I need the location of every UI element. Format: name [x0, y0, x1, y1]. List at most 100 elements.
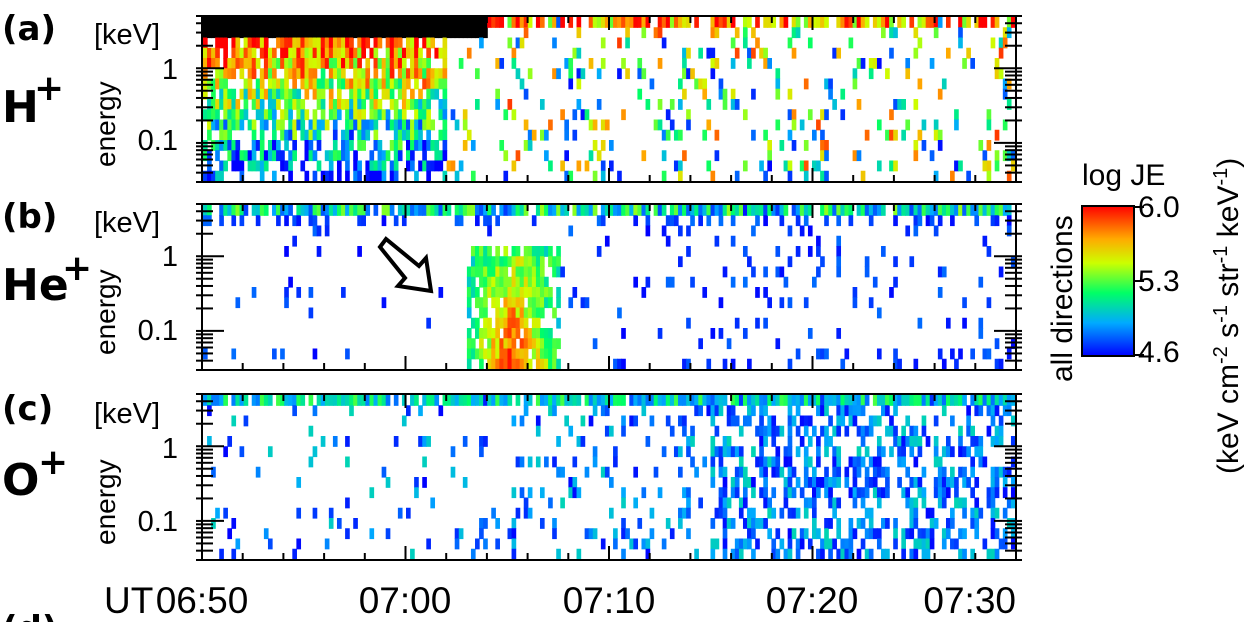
spectrogram-cell [933, 129, 939, 141]
spectrogram-cell [503, 256, 509, 268]
spectrogram-cell [816, 348, 821, 360]
spectrogram-cell [503, 317, 509, 329]
spectrogram-cell [937, 497, 943, 509]
spectrogram-cell [669, 395, 675, 406]
spectrogram-cell [259, 160, 265, 172]
spectrogram-cell [994, 477, 1000, 488]
spectrogram-cell [775, 88, 781, 100]
spectrogram-cell [665, 215, 671, 227]
spectrogram-cell [556, 338, 561, 350]
spectrogram-cell [312, 119, 318, 131]
spectrogram-cell [462, 395, 468, 406]
spectrogram-cell [239, 47, 245, 59]
spectrogram-cell [280, 109, 285, 121]
spectrogram-cell [621, 497, 626, 509]
spectrogram-cell [300, 47, 306, 59]
spectrogram-cell [507, 338, 513, 350]
spectrogram-cell [686, 17, 691, 28]
spectrogram-cell [426, 317, 431, 329]
spectrogram-cell [507, 348, 513, 360]
spectrogram-cell [649, 507, 655, 519]
spectrogram-cell [397, 129, 403, 141]
spectrogram-cell [272, 140, 277, 151]
spectrogram-cell [475, 205, 480, 216]
spectrogram-cell [828, 538, 833, 550]
spectrogram-cell [365, 37, 371, 49]
spectrogram-cell [373, 140, 379, 151]
spectrogram-cell [406, 160, 411, 172]
spectrogram-cell [255, 140, 261, 151]
spectrogram-cell [503, 395, 509, 406]
spectrogram-cell [881, 405, 886, 417]
spectrogram-cell [336, 160, 342, 172]
spectrogram-cell [629, 538, 634, 550]
spectrogram-cell [673, 129, 679, 141]
spectrogram-cell [604, 405, 610, 417]
spectrogram-cell [710, 466, 716, 478]
spectrogram-cell [231, 88, 237, 100]
spectrogram-cell [345, 99, 350, 110]
spectrogram-cell [527, 68, 533, 80]
spectrogram-cell [341, 27, 346, 39]
spectrogram-cell [990, 37, 996, 49]
spectrogram-cell [499, 348, 505, 360]
spectrogram-cell [775, 78, 781, 90]
spectrogram-cell [840, 205, 846, 216]
spectrogram-cell [470, 27, 476, 39]
spectrogram-cell [876, 538, 882, 550]
spectrogram-cell [332, 129, 338, 141]
spectrogram-cell [300, 205, 306, 216]
spectrogram-cell [495, 518, 500, 529]
spectrogram-cell [389, 160, 395, 172]
spectrogram-cell [596, 68, 602, 80]
spectrogram-cell [954, 119, 959, 131]
spectrogram-cell [483, 205, 488, 216]
spectrogram-cell [665, 235, 671, 247]
spectrogram-cell [661, 37, 667, 49]
panel-c-spectrogram [203, 395, 1016, 560]
spectrogram-cell [454, 395, 460, 406]
spectrogram-cell [223, 507, 228, 519]
spectrogram-cell [531, 266, 537, 278]
spectrogram-cell [962, 58, 967, 69]
spectrogram-cell [312, 109, 318, 121]
spectrogram-cell [755, 215, 760, 227]
spectrogram-cell [816, 160, 821, 172]
spectrogram-cell [361, 27, 366, 39]
spectrogram-cell [755, 205, 760, 216]
spectrogram-cell [397, 140, 403, 151]
spectrogram-cell [966, 446, 971, 458]
spectrogram-cell [832, 456, 837, 468]
panel-a-ylabel: energy [90, 81, 121, 167]
spectrogram-cell [377, 170, 383, 182]
spectrogram-cell [511, 328, 517, 339]
spectrogram-cell [637, 518, 643, 529]
spectrogram-cell [1002, 37, 1008, 49]
spectrogram-cell [373, 27, 379, 39]
spectrogram-cell [389, 205, 395, 216]
spectrogram-cell [925, 548, 931, 560]
spectrogram-cell [369, 528, 375, 540]
spectrogram-cell [442, 205, 448, 216]
spectrogram-cell [673, 446, 679, 458]
spectrogram-cell [332, 395, 338, 406]
spectrogram-cell [479, 205, 484, 216]
spectrogram-cell [621, 205, 626, 216]
spectrogram-cell [353, 518, 358, 529]
spectrogram-cell [852, 287, 858, 298]
spectrogram-cell [227, 27, 233, 39]
spectrogram-cell [771, 425, 777, 437]
spectrogram-cell [950, 415, 955, 427]
spectrogram-cell [511, 287, 517, 298]
spectrogram-cell [438, 205, 444, 216]
spectrogram-cell [994, 68, 1000, 80]
spectrogram-cell [336, 99, 342, 110]
spectrogram-cell [669, 528, 675, 540]
spectrogram-cell [710, 405, 716, 417]
spectrogram-cell [267, 17, 273, 28]
spectrogram-cell [479, 17, 484, 28]
spectrogram-cell [556, 297, 561, 309]
spectrogram-cell [856, 518, 862, 529]
spectrogram-cell [207, 436, 212, 447]
spectrogram-cell [381, 58, 387, 69]
